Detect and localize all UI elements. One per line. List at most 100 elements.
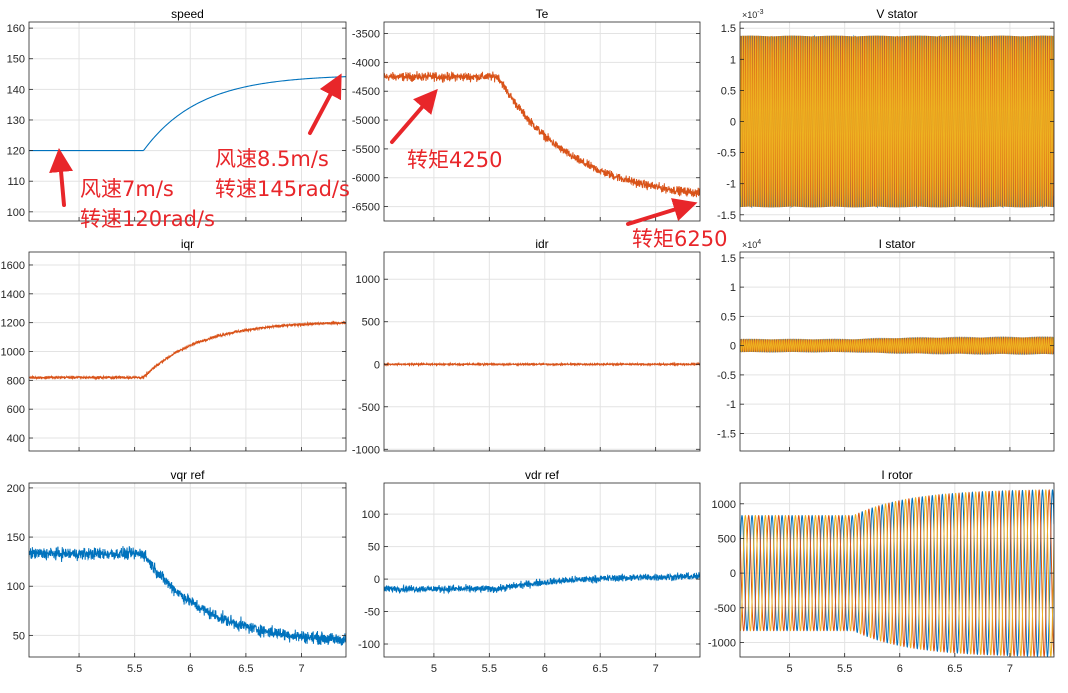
y-tick-label: 500 xyxy=(362,317,380,329)
axes-frame xyxy=(28,482,347,658)
x-tick-label: 5 xyxy=(431,663,437,675)
annotation-wind-7-line-2: 转速120rad/s xyxy=(80,207,215,231)
y-tick-label: 150 xyxy=(7,54,25,66)
y-tick-label: -5500 xyxy=(352,144,380,156)
y-tick-label: 0 xyxy=(730,568,736,580)
plot-area xyxy=(384,483,700,657)
annotation-torque-4250-line: 转矩4250 xyxy=(407,148,503,172)
y-tick-label: 110 xyxy=(7,176,25,188)
series-line xyxy=(29,76,346,152)
axes-frame xyxy=(739,482,1055,658)
y-tick-label: -50 xyxy=(364,607,380,619)
y-tick-label: 1000 xyxy=(1,347,25,359)
annotation-wind-8-5: 风速8.5m/s 转速145rad/s xyxy=(215,144,350,204)
x-tick-label: 6 xyxy=(542,663,548,675)
y-tick-label: 1000 xyxy=(356,274,380,286)
y-tick-label: 140 xyxy=(7,84,25,96)
series-line xyxy=(384,361,700,367)
annotation-torque-4250: 转矩4250 xyxy=(407,145,502,175)
x-tick-label: 5 xyxy=(787,663,793,675)
annotation-wind-8-5-line-2: 转速145rad/s xyxy=(215,177,350,201)
subplot-te: -3500 -4000 -4500 -5000 -5500 -6000 -6500 Te xyxy=(352,7,701,222)
y-tick-label: 1 xyxy=(730,282,736,294)
subplot-i-stator: 1.5 1 0.5 0 -0.5 -1 -1.5 I stator ×104 xyxy=(717,237,1055,452)
annotation-wind-7: 风速7m/s 转速120rad/s xyxy=(80,174,215,234)
y-tick-label: -5000 xyxy=(352,115,380,127)
annotation-wind-7-line-1: 风速7m/s xyxy=(80,177,174,201)
phase-line-3 xyxy=(740,35,1054,208)
subplot-title: Te xyxy=(536,7,549,21)
subplot-title: iqr xyxy=(181,237,194,251)
y-tick-label: -1.5 xyxy=(717,210,736,222)
y-tick-label: 1 xyxy=(730,54,736,66)
y-tick-label: -6000 xyxy=(352,173,380,185)
annotation-wind-8-5-line-1: 风速8.5m/s xyxy=(215,147,329,171)
y-tick-label: 50 xyxy=(13,630,25,642)
y-tick-label: -1 xyxy=(726,179,736,191)
series-line xyxy=(384,572,700,595)
x-tick-label: 6.5 xyxy=(593,663,608,675)
subplot-v-stator: 1.5 1 0.5 0 -0.5 -1 -1.5 V stator ×10-3 xyxy=(717,7,1055,222)
phase-line-1 xyxy=(740,489,1054,657)
y-tick-label: 1000 xyxy=(712,499,736,511)
y-tick-label: 100 xyxy=(362,509,380,521)
y-tick-label: 1600 xyxy=(1,260,25,272)
subplot-iqr: 400 600 800 1000 1200 1400 1600 iqr xyxy=(1,237,347,452)
y-tick-label: -100 xyxy=(358,639,380,651)
x-tick-label: 5.5 xyxy=(837,663,852,675)
subplot-vqr-ref: 50 100 150 200 5 5.5 6 6.5 7 vqr ref xyxy=(7,468,347,675)
y-tick-label: -6500 xyxy=(352,202,380,214)
subplot-title: idr xyxy=(535,237,548,251)
plot-area xyxy=(384,22,700,221)
plot-area xyxy=(384,252,700,451)
y-tick-label: 130 xyxy=(7,115,25,127)
subplot-i-rotor: 1000 500 0 -500 -1000 5 5.5 6 6.5 7 I rotor xyxy=(708,468,1055,675)
y-tick-label: 160 xyxy=(7,23,25,35)
subplot-title: vqr ref xyxy=(170,468,205,482)
y-tick-label: 50 xyxy=(368,542,380,554)
subplot-idr: 1000 500 0 -500 -1000 idr xyxy=(352,237,701,456)
phase-line-1 xyxy=(740,34,1054,209)
subplot-speed: 100 110 120 130 140 150 160 speed xyxy=(7,7,347,222)
subplot-title: vdr ref xyxy=(525,468,560,482)
axes-frame xyxy=(739,251,1055,452)
axis-exponent-label: ×104 xyxy=(742,239,761,250)
y-tick-label: 1.5 xyxy=(721,253,736,265)
y-tick-label: -0.5 xyxy=(717,148,736,160)
y-tick-label: 0 xyxy=(374,574,380,586)
phase-line-3 xyxy=(740,336,1054,356)
series-line xyxy=(29,546,346,646)
series-line xyxy=(384,70,700,198)
y-tick-label: 400 xyxy=(7,433,25,445)
y-tick-label: 200 xyxy=(7,483,25,495)
axes-frame xyxy=(383,482,701,658)
subplot-title: V stator xyxy=(876,7,917,21)
x-tick-label: 5.5 xyxy=(127,663,142,675)
x-tick-label: 7 xyxy=(298,663,304,675)
y-tick-label: -0.5 xyxy=(717,370,736,382)
axis-exponent-label: ×10-3 xyxy=(742,9,764,20)
annotation-torque-6250-line: 转矩6250 xyxy=(632,227,728,251)
axes-frame xyxy=(383,251,701,452)
y-tick-label: 120 xyxy=(7,146,25,158)
y-tick-label: -500 xyxy=(358,402,380,414)
y-tick-label: 0 xyxy=(730,341,736,353)
y-tick-label: -3500 xyxy=(352,29,380,41)
arrow-torque-4250 xyxy=(390,88,438,144)
y-tick-label: -1.5 xyxy=(717,428,736,440)
x-tick-label: 5 xyxy=(76,663,82,675)
plot-area xyxy=(29,22,346,221)
subplot-title: I stator xyxy=(879,237,916,251)
y-tick-label: 500 xyxy=(718,533,736,545)
y-tick-label: -1000 xyxy=(352,444,380,456)
y-tick-label: 0.5 xyxy=(721,311,736,323)
phase-line-3 xyxy=(740,489,1054,657)
x-tick-label: 7 xyxy=(653,663,659,675)
axes-frame xyxy=(383,21,701,222)
plot-area xyxy=(29,483,346,657)
annotation-torque-6250: 转矩6250 xyxy=(632,224,727,254)
x-tick-label: 5.5 xyxy=(482,663,497,675)
y-tick-label: 1400 xyxy=(1,289,25,301)
x-tick-label: 6.5 xyxy=(947,663,962,675)
